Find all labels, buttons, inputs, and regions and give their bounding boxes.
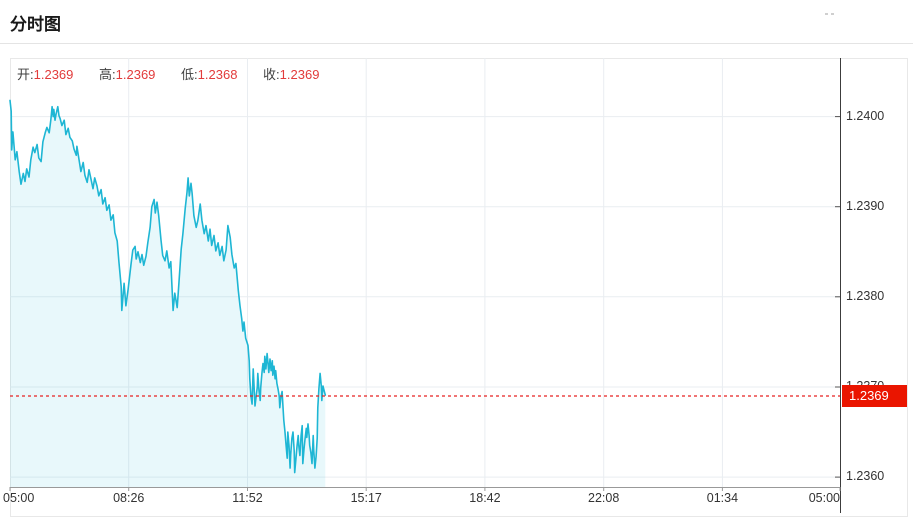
ohlc-high-value: 1.2369 xyxy=(115,67,156,82)
x-tick-label: 11:52 xyxy=(232,491,263,505)
ohlc-open: 开:1.2369 xyxy=(17,67,73,82)
ohlc-open-value: 1.2369 xyxy=(33,67,74,82)
x-tick-label: 15:17 xyxy=(350,491,382,505)
title-divider xyxy=(0,43,913,44)
y-tick-label: 1.2390 xyxy=(846,198,885,213)
y-tick-label: 1.2360 xyxy=(846,469,885,484)
grid-lines xyxy=(10,58,840,487)
ohlc-legend: 开:1.2369 高:1.2369 低:1.2368 收:1.2369 xyxy=(17,64,341,83)
price-area xyxy=(10,100,326,488)
x-tick-label: 18:42 xyxy=(469,491,501,505)
x-tick-label: 08:26 xyxy=(113,491,145,505)
y-tick-label: 1.2400 xyxy=(846,108,885,123)
y-tick-label: 1.2380 xyxy=(846,288,885,303)
x-tick-label: 22:08 xyxy=(588,491,620,505)
ohlc-close-label: 收: xyxy=(263,67,280,82)
ohlc-high: 高:1.2369 xyxy=(99,67,155,82)
axis-ticks xyxy=(9,116,841,491)
ohlc-low-label: 低: xyxy=(181,67,198,82)
ohlc-low-value: 1.2368 xyxy=(197,67,238,82)
ohlc-close: 收:1.2369 xyxy=(263,67,319,82)
ohlc-open-label: 开: xyxy=(17,67,34,82)
ohlc-high-label: 高: xyxy=(99,67,116,82)
more-dots-icon xyxy=(825,13,839,17)
x-tick-label: 01:34 xyxy=(706,491,739,505)
ohlc-close-value: 1.2369 xyxy=(279,67,320,82)
price-line xyxy=(9,99,327,474)
chart-border xyxy=(10,58,908,517)
current-price-badge: 1.2369 xyxy=(842,384,907,407)
x-tick-label: 05:00 xyxy=(808,491,840,505)
x-tick-label: 05:00 xyxy=(3,491,35,505)
page-title: 分时图 xyxy=(10,15,61,34)
ohlc-low: 低:1.2368 xyxy=(181,67,237,82)
